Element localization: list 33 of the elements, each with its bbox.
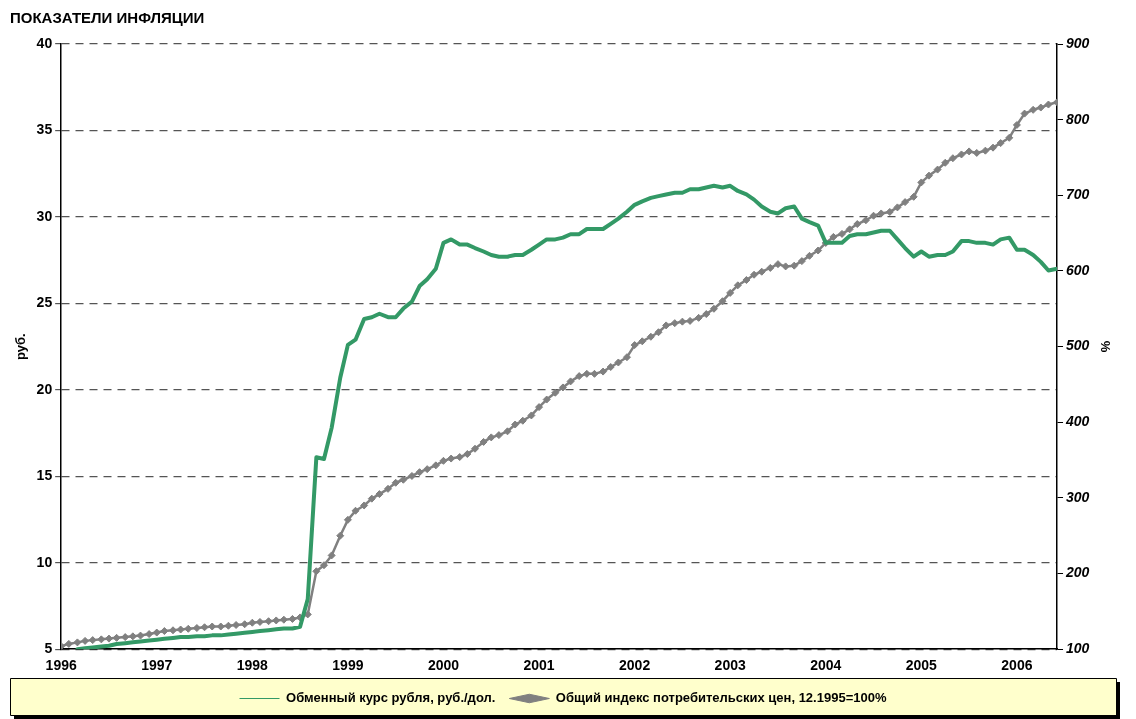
x-tick-label: 2002: [619, 657, 651, 674]
y-tick-label: 10: [36, 553, 53, 570]
y2-tick-label: 500: [1066, 337, 1090, 354]
y2-tick-label: 800: [1066, 110, 1090, 127]
x-tick-label: 2004: [810, 657, 842, 674]
chart-title: ПОКАЗАТЕЛИ ИНФЛЯЦИИ: [10, 9, 205, 27]
y2-tick-label: 900: [1066, 34, 1090, 51]
y2-tick-label: 700: [1066, 186, 1090, 203]
y-tick-label: 20: [36, 380, 53, 397]
y-tick-label: 15: [36, 467, 53, 484]
x-tick-label: 1996: [45, 657, 77, 674]
legend-label: Обменный курс рубля, руб./дол.: [286, 690, 496, 706]
y2-tick-label: 300: [1066, 488, 1090, 505]
y-axis-title: руб.: [13, 333, 29, 360]
x-tick-label: 1997: [141, 657, 173, 674]
y2-tick-label: 200: [1065, 564, 1090, 581]
legend-label: Общий индекс потребительских цен, 12.1995=100%: [555, 690, 887, 706]
x-tick-label: 2001: [523, 657, 555, 674]
x-tick-label: 2005: [905, 657, 938, 674]
y2-tick-label: 100: [1066, 640, 1090, 657]
x-tick-label: 1998: [236, 657, 269, 674]
y-tick-label: 25: [36, 294, 53, 311]
x-tick-label: 2003: [714, 657, 746, 674]
y-tick-label: 30: [36, 207, 53, 224]
x-tick-label: 2000: [427, 657, 460, 674]
x-tick-label: 1999: [332, 657, 364, 674]
y-tick-label: 5: [44, 640, 53, 657]
y-tick-label: 35: [36, 121, 53, 138]
y2-tick-label: 600: [1066, 261, 1090, 278]
y-tick-label: 40: [36, 34, 53, 51]
x-tick-label: 2006: [1001, 657, 1033, 674]
y2-tick-label: 400: [1065, 413, 1090, 430]
y2-axis-title: %: [1097, 340, 1113, 353]
